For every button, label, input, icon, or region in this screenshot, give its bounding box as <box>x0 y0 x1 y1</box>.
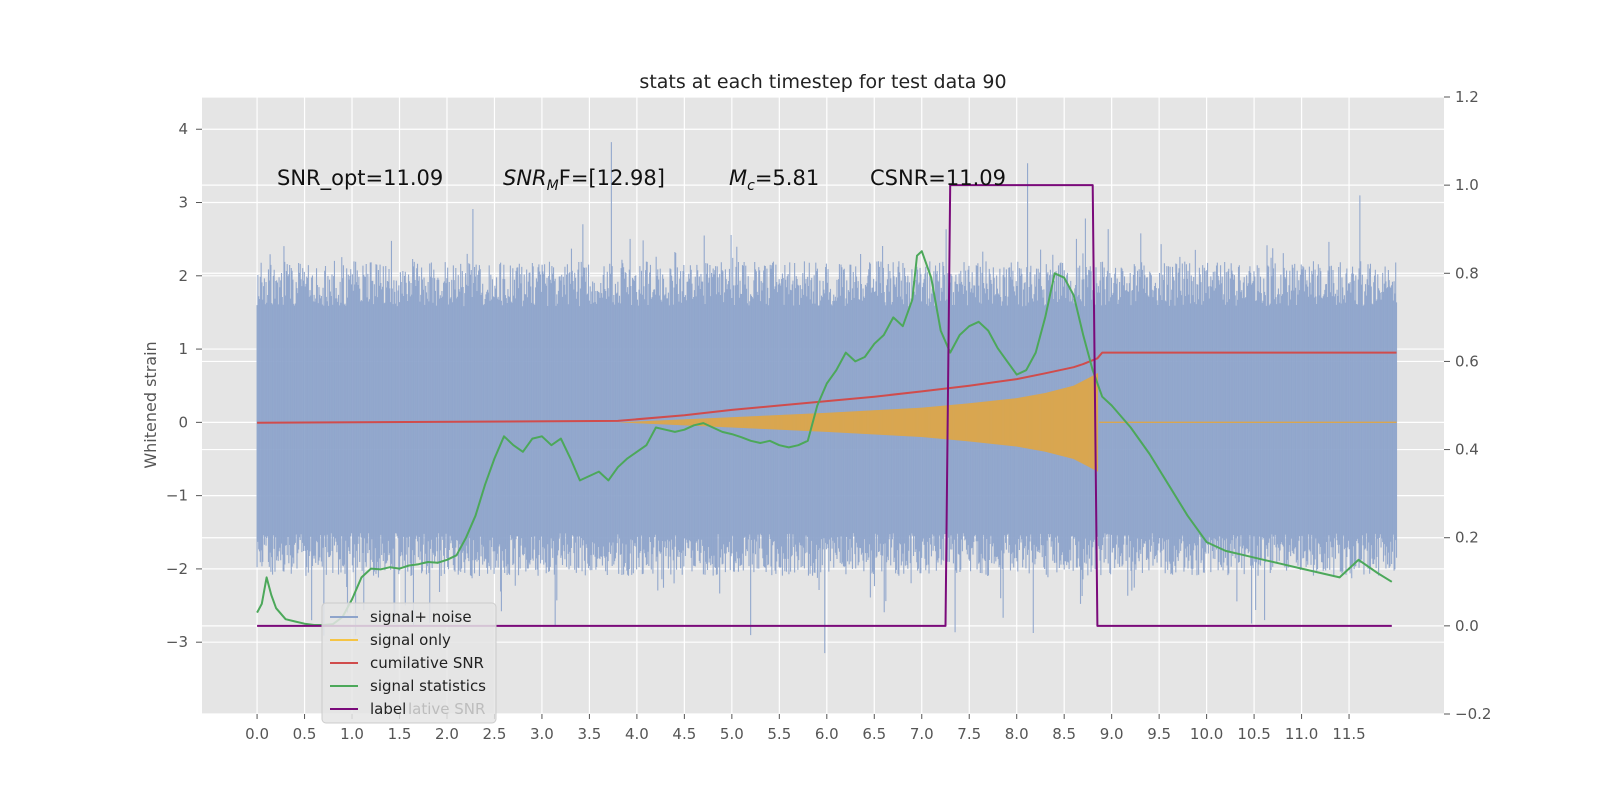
x-tick-label: 7.5 <box>957 725 981 743</box>
x-tick-label: 9.0 <box>1100 725 1124 743</box>
legend-label-signal-only: signal only <box>370 631 451 649</box>
y-tick-label: 4 <box>178 120 188 138</box>
y-tick-label: 1 <box>178 340 188 358</box>
x-tick-label: 3.5 <box>577 725 601 743</box>
x-tick-label: 0.0 <box>245 725 269 743</box>
x-tick-label: 6.0 <box>815 725 839 743</box>
y-tick-label: 3 <box>178 194 188 212</box>
x-tick-label: 4.5 <box>672 725 696 743</box>
x-tick-label: 11.0 <box>1285 725 1318 743</box>
y2-tick-label: 0.4 <box>1455 441 1479 459</box>
x-tick-label: 7.0 <box>910 725 934 743</box>
legend-overlap-text: lative SNR <box>408 700 485 718</box>
y2-tick-label: 0.6 <box>1455 352 1479 370</box>
signal-only-series <box>618 373 1397 472</box>
y-tick-label: 2 <box>178 267 188 285</box>
y-tick-label: −1 <box>166 487 188 505</box>
x-tick-label: 6.5 <box>862 725 886 743</box>
x-tick-label: 5.5 <box>767 725 791 743</box>
x-tick-label: 8.0 <box>1005 725 1029 743</box>
legend-label-label: label <box>370 700 406 718</box>
x-tick-label: 8.5 <box>1052 725 1076 743</box>
legend-label-cumilative-snr: cumilative SNR <box>370 654 484 672</box>
x-tick-label: 3.0 <box>530 725 554 743</box>
x-tick-label: 9.5 <box>1147 725 1171 743</box>
label-line <box>257 184 1392 627</box>
y2-tick-label: 1.0 <box>1455 176 1479 194</box>
y2-tick-label: 0.0 <box>1455 617 1479 635</box>
y2-tick-label: 0.8 <box>1455 264 1479 282</box>
signal-statistics-line <box>256 250 1393 626</box>
y2-tick-label: 1.2 <box>1455 88 1479 106</box>
x-tick-label: 1.0 <box>340 725 364 743</box>
x-tick-label: 10.5 <box>1237 725 1270 743</box>
y-tick-label: −3 <box>166 633 188 651</box>
x-axis: 0.0 0.5 1.0 1.5 2.0 2.5 3.0 3.5 4.0 4.5 5.0 5.5 6.0 6… <box>245 714 1366 743</box>
x-tick-label: 5.0 <box>720 725 744 743</box>
x-tick-label: 10.0 <box>1190 725 1223 743</box>
line-series <box>256 184 1397 627</box>
annotation-1: SNR_opt=11.09 <box>277 166 443 191</box>
y2-tick-label: 0.2 <box>1455 529 1479 547</box>
chart-title: stats at each timestep for test data 90 <box>639 71 1006 93</box>
y-axis-left: 4 3 2 1 0 −1 −2 −3 <box>166 120 202 651</box>
y-tick-label: 0 <box>178 413 188 431</box>
x-tick-label: 4.0 <box>625 725 649 743</box>
x-tick-label: 11.5 <box>1332 725 1365 743</box>
annotation-4: CSNR=11.09 <box>870 166 1006 190</box>
y-tick-label: −2 <box>166 560 188 578</box>
annotations: SNR_opt=11.09 SNRMF=[12.98] Mc=5.81 CSNR=11… <box>277 166 1006 194</box>
legend: signal+ noise signal only cumilative SNR si… <box>321 602 497 724</box>
y-axis-label: Whitened strain <box>141 341 160 468</box>
legend-label-signal-noise: signal+ noise <box>370 608 472 626</box>
x-tick-label: 2.5 <box>483 725 507 743</box>
annotation-2: SNRMF=[12.98] <box>503 166 665 194</box>
y2-tick-label: −0.2 <box>1455 705 1491 723</box>
legend-label-signal-statistics: signal statistics <box>370 677 486 695</box>
signal-noise-series <box>256 142 1398 654</box>
y-axis-right: 1.2 1.0 0.8 0.6 0.4 0.2 0.0 −0.2 <box>1444 88 1491 723</box>
x-tick-label: 0.5 <box>293 725 317 743</box>
x-tick-label: 2.0 <box>435 725 459 743</box>
annotation-3: Mc=5.81 <box>729 166 819 194</box>
legend-box <box>321 602 497 724</box>
x-tick-label: 1.5 <box>388 725 412 743</box>
